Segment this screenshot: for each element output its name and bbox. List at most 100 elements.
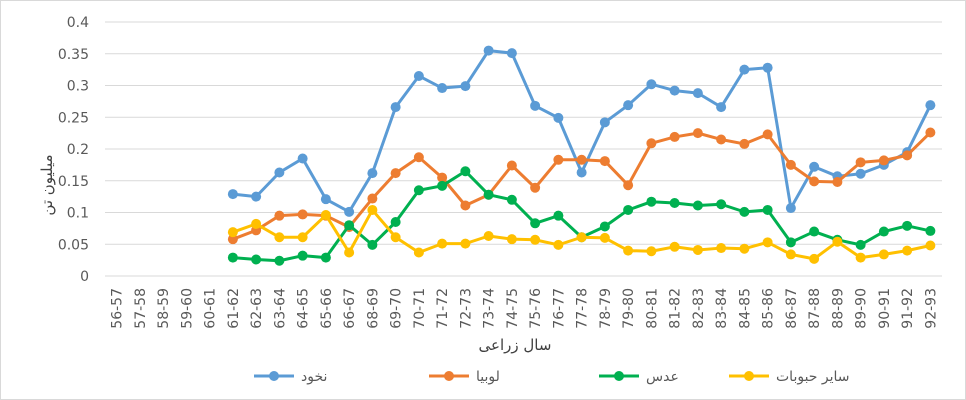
data-point [832, 236, 843, 247]
data-point [925, 127, 936, 138]
legend-marker [744, 371, 754, 381]
x-tick-label: 63-64 [272, 288, 288, 329]
data-point [623, 180, 634, 191]
y-tick-label: 0.1 [67, 206, 89, 222]
data-point [646, 196, 657, 207]
x-tick-label: 68-69 [365, 288, 381, 329]
data-point [902, 150, 913, 161]
data-point [739, 64, 750, 75]
data-point [413, 247, 424, 258]
x-tick-label: 83-84 [714, 288, 730, 329]
x-tick-label: 80-81 [644, 288, 660, 329]
data-point [483, 189, 494, 200]
data-point [367, 204, 378, 215]
x-tick-label: 76-77 [551, 288, 567, 329]
x-tick-label: 58-59 [156, 288, 172, 329]
data-point [460, 81, 471, 92]
legend-item: سایر حبوبات [729, 369, 850, 385]
y-tick-label: 0.3 [67, 79, 89, 95]
x-tick-label: 72-73 [458, 288, 474, 329]
data-point [669, 241, 680, 252]
x-tick-label: 56-57 [110, 288, 126, 329]
data-point [530, 218, 541, 229]
x-tick-label: 62-63 [249, 288, 265, 329]
y-tick-label: 0.05 [58, 237, 89, 253]
x-tick-label: 90-91 [877, 288, 893, 329]
data-point [762, 129, 773, 140]
legend-item: نخود [254, 369, 327, 385]
data-point [855, 252, 866, 263]
data-point [599, 156, 610, 167]
data-point [274, 255, 285, 266]
data-point [506, 160, 517, 171]
data-point [925, 100, 936, 111]
x-tick-label: 61-62 [226, 288, 242, 329]
x-tick-label: 88-89 [830, 288, 846, 329]
data-point [483, 230, 494, 241]
data-point [530, 100, 541, 111]
data-point [809, 161, 820, 172]
data-point [344, 206, 355, 217]
data-point [692, 200, 703, 211]
x-tick-label: 87-88 [807, 288, 823, 329]
data-point [855, 157, 866, 168]
data-point [878, 155, 889, 166]
data-point [576, 154, 587, 165]
data-point [646, 246, 657, 257]
data-point [692, 244, 703, 255]
data-point [692, 88, 703, 99]
data-point [320, 252, 331, 263]
data-point [320, 194, 331, 205]
x-tick-label: 69-70 [389, 288, 405, 329]
data-point [390, 168, 401, 179]
data-point [274, 232, 285, 243]
data-point [646, 138, 657, 149]
data-point [413, 152, 424, 163]
data-point [437, 238, 448, 249]
data-point [553, 154, 564, 165]
data-point [413, 185, 424, 196]
data-point [716, 243, 727, 254]
data-point [646, 79, 657, 90]
data-point [297, 209, 308, 220]
x-tick-label: 60-61 [203, 288, 219, 329]
data-point [878, 226, 889, 237]
data-point [367, 239, 378, 250]
x-tick-label: 91-92 [900, 288, 916, 329]
data-point [925, 225, 936, 236]
data-point [390, 232, 401, 243]
legend-marker [269, 371, 279, 381]
data-point [762, 62, 773, 73]
data-point [669, 131, 680, 142]
data-point [669, 197, 680, 208]
data-point [785, 237, 796, 248]
x-tick-label: 59-60 [179, 288, 195, 329]
data-point [623, 245, 634, 256]
x-tick-label: 77-78 [575, 288, 591, 329]
data-point [855, 168, 866, 179]
data-point [390, 102, 401, 113]
data-point [599, 221, 610, 232]
data-point [390, 217, 401, 228]
legend-label: نخود [301, 369, 327, 385]
data-point [623, 100, 634, 111]
gridlines [105, 21, 942, 277]
data-point [762, 237, 773, 248]
data-point [716, 199, 727, 210]
data-point [623, 204, 634, 215]
legend-item: عدس [599, 369, 679, 385]
data-point [297, 250, 308, 261]
data-point [460, 200, 471, 211]
x-axis-title: سال زراعی [479, 336, 552, 354]
data-point [902, 220, 913, 231]
data-point [599, 117, 610, 128]
data-point [692, 128, 703, 139]
data-point [483, 45, 494, 56]
data-point [669, 85, 680, 96]
y-tick-label: 0.15 [58, 174, 89, 190]
y-axis-ticks: 0 0.05 0.1 0.15 0.2 0.25 0.3 0.35 0.4 [58, 15, 89, 285]
x-tick-label: 73-74 [482, 288, 498, 329]
data-point [785, 249, 796, 260]
data-point [809, 176, 820, 187]
